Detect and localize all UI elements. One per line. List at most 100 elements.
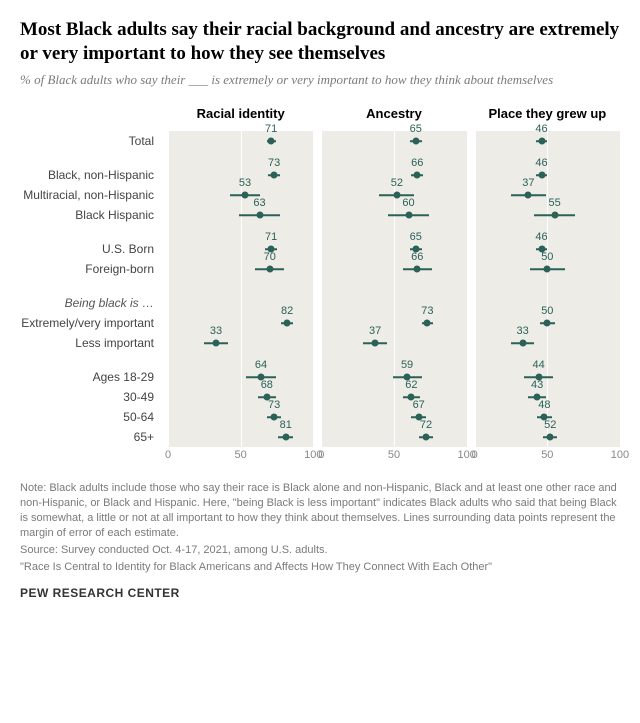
data-point [271,414,278,421]
row-label: 65+ [20,427,160,447]
data-point [256,212,263,219]
data-row: 63 [168,205,313,225]
panel-2: 464637554650503344434852 [475,131,620,447]
data-point [414,172,421,179]
data-point [538,172,545,179]
data-row: 52 [475,427,620,447]
data-point [412,246,419,253]
row-label: Extremely/very important [20,313,160,333]
data-point [544,266,551,273]
data-row: 52 [321,185,466,205]
axis-tick: 50 [541,449,553,461]
footer-brand: PEW RESEARCH CENTER [20,584,620,600]
data-point [415,414,422,421]
data-row: 73 [168,165,313,185]
data-row: 71 [168,131,313,151]
data-point [263,394,270,401]
data-row: 62 [321,387,466,407]
data-point [538,138,545,145]
data-row: 72 [321,427,466,447]
axis-tick: 50 [235,449,247,461]
data-point [282,434,289,441]
axis-tick: 0 [165,449,171,461]
data-row: 43 [475,387,620,407]
data-point [541,414,548,421]
data-row: 55 [475,205,620,225]
data-row: 46 [475,165,620,185]
notes-block: Note: Black adults include those who say… [20,481,620,574]
row-labels-column: TotalBlack, non-HispanicMultiracial, non… [20,131,160,447]
data-point [266,266,273,273]
panel-header-2: Place they grew up [475,106,620,131]
data-point [242,192,249,199]
axis-tick: 50 [388,449,400,461]
data-point [534,394,541,401]
data-point [372,340,379,347]
axis-0: 050100 [168,449,313,467]
data-row: 46 [475,131,620,151]
row-label: U.S. Born [20,239,160,259]
data-row: 73 [168,407,313,427]
data-row: 48 [475,407,620,427]
data-row: 64 [168,367,313,387]
data-row: 67 [321,407,466,427]
data-point [412,138,419,145]
data-row: 71 [168,239,313,259]
note-line: "Race Is Central to Identity for Black A… [20,560,620,575]
data-row: 53 [168,185,313,205]
note-line: Source: Survey conducted Oct. 4-17, 2021… [20,543,620,558]
data-point [424,320,431,327]
data-row: 73 [321,313,466,333]
row-label: Black Hispanic [20,205,160,225]
data-point [393,192,400,199]
group-heading: Being black is … [20,293,160,313]
axis-tick: 0 [472,449,478,461]
data-row: 33 [168,333,313,353]
data-point [422,434,429,441]
data-row: 50 [475,313,620,333]
axis-tick: 0 [318,449,324,461]
data-row: 70 [168,259,313,279]
row-label: Total [20,131,160,151]
data-point [271,172,278,179]
data-point [551,212,558,219]
data-point [404,374,411,381]
data-row: 37 [475,185,620,205]
panel-header-0: Racial identity [168,106,313,131]
data-point [544,320,551,327]
data-row: 66 [321,259,466,279]
axis-tick: 100 [611,449,629,461]
panel-0: 717353637170823364687381 [168,131,313,447]
data-point [414,266,421,273]
data-row: 66 [321,165,466,185]
data-row: 60 [321,205,466,225]
data-point [212,340,219,347]
data-row: 65 [321,239,466,259]
data-point [535,374,542,381]
data-point [408,394,415,401]
data-row: 59 [321,367,466,387]
data-row: 44 [475,367,620,387]
row-label: Ages 18-29 [20,367,160,387]
row-label: 50-64 [20,407,160,427]
axis-2: 050100 [475,449,620,467]
data-row: 50 [475,259,620,279]
data-row: 65 [321,131,466,151]
axis-1: 050100 [321,449,466,467]
data-point [258,374,265,381]
row-label: 30-49 [20,387,160,407]
row-label: Less important [20,333,160,353]
data-row: 68 [168,387,313,407]
data-row: 82 [168,313,313,333]
data-point [538,246,545,253]
data-row: 37 [321,333,466,353]
panel-1: 656652606566733759626772 [321,131,466,447]
data-point [405,212,412,219]
data-row: 81 [168,427,313,447]
data-row: 46 [475,239,620,259]
row-label: Foreign-born [20,259,160,279]
row-label: Multiracial, non-Hispanic [20,185,160,205]
data-point [268,246,275,253]
chart-subtitle: % of Black adults who say their ___ is e… [20,72,620,89]
note-line: Note: Black adults include those who say… [20,481,620,540]
